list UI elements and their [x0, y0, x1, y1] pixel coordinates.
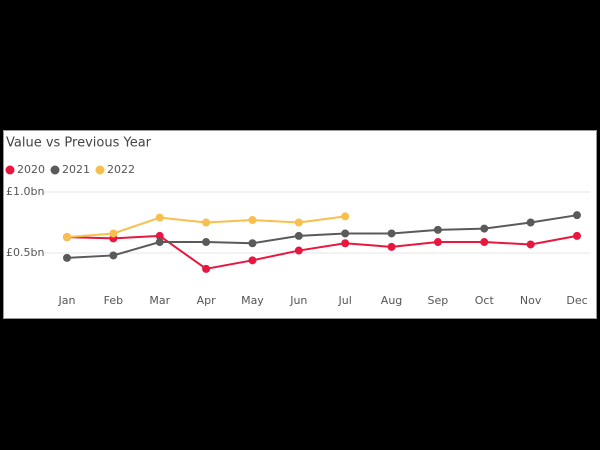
y-tick-label: £0.5bn: [6, 246, 44, 259]
data-point: [155, 213, 164, 222]
data-point: [433, 225, 442, 234]
data-point: [526, 218, 535, 227]
series-line: [66, 214, 578, 259]
legend-label: 2021: [62, 163, 90, 176]
data-point: [387, 229, 396, 238]
x-tick-label: Mar: [149, 294, 170, 307]
legend-label: 2022: [107, 163, 135, 176]
x-tick-label: Sep: [428, 294, 449, 307]
x-tick-label: Jul: [338, 294, 352, 307]
data-point: [109, 251, 118, 260]
x-tick-label: Nov: [520, 294, 542, 307]
data-point: [155, 238, 164, 247]
series-line: [66, 234, 578, 270]
data-point: [341, 229, 350, 238]
data-point: [202, 264, 211, 273]
data-point: [294, 246, 303, 255]
data-point: [387, 242, 396, 251]
x-tick-label: Apr: [197, 294, 217, 307]
x-tick-label: Feb: [104, 294, 123, 307]
data-point: [63, 233, 71, 242]
data-point: [480, 238, 489, 247]
legend-marker: [5, 165, 15, 175]
x-tick-label: Jan: [58, 294, 76, 307]
data-point: [63, 253, 71, 262]
data-point: [480, 224, 489, 233]
data-point: [248, 239, 257, 248]
data-point: [341, 239, 350, 248]
data-point: [202, 218, 211, 227]
data-point: [341, 212, 350, 221]
x-tick-label: Dec: [566, 294, 587, 307]
data-point: [573, 211, 581, 220]
data-point: [294, 218, 303, 227]
data-point: [109, 229, 118, 238]
legend-marker: [50, 165, 60, 175]
data-point: [155, 231, 164, 240]
y-tick-label: £1.0bn: [6, 185, 44, 198]
x-tick-label: May: [241, 294, 264, 307]
legend-label: 2020: [17, 163, 45, 176]
data-point: [526, 240, 535, 249]
chart-title: Value vs Previous Year: [6, 136, 152, 151]
x-tick-label: Jun: [289, 294, 307, 307]
data-point: [573, 231, 581, 240]
data-point: [433, 238, 442, 247]
legend-marker: [95, 165, 105, 175]
x-tick-label: Aug: [381, 294, 402, 307]
data-point: [294, 231, 303, 240]
data-point: [202, 238, 211, 247]
x-tick-label: Oct: [475, 294, 495, 307]
data-point: [248, 256, 257, 265]
data-point: [248, 216, 257, 225]
